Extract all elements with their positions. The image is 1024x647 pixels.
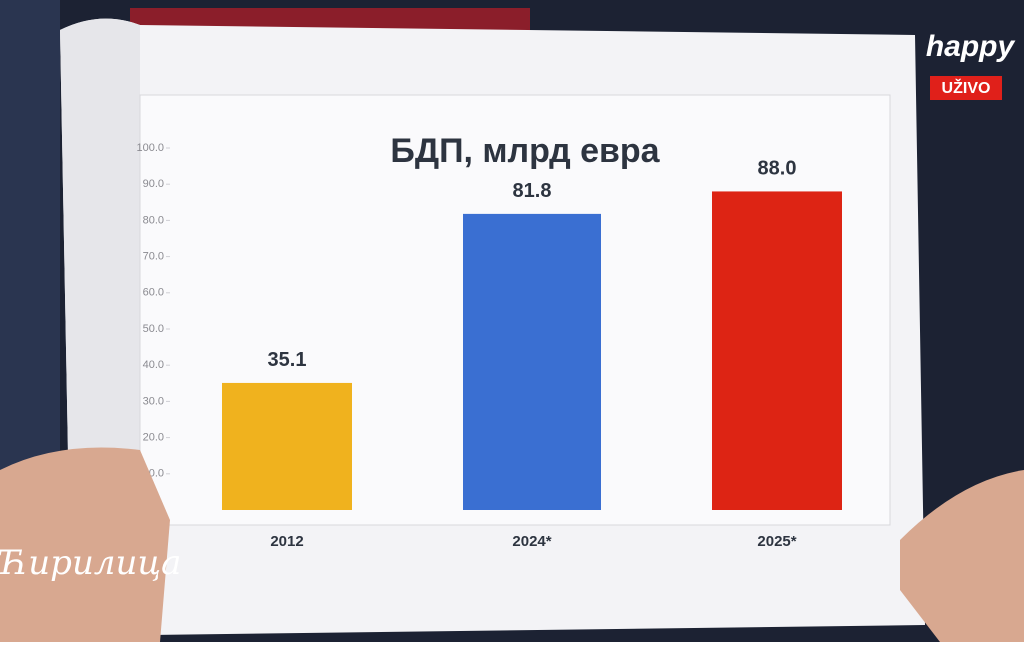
right-hand — [900, 470, 1024, 642]
value-label: 81.8 — [513, 180, 552, 202]
live-label: UŽIVO — [942, 78, 991, 97]
y-tick-label: 20.0 — [143, 432, 164, 444]
x-tick-label: 2025* — [757, 533, 796, 550]
x-tick-label: 2012 — [270, 533, 303, 550]
show-logo: Ћирилица — [0, 543, 181, 583]
bar — [222, 382, 352, 510]
value-label: 35.1 — [268, 349, 307, 371]
bar — [463, 213, 601, 510]
y-tick-label: 100.0 — [136, 142, 164, 154]
live-badge — [930, 76, 1002, 100]
value-label: 88.0 — [758, 158, 797, 180]
y-tick-label: 60.0 — [143, 287, 164, 299]
y-tick-label: 90.0 — [143, 178, 164, 190]
y-tick-label: 70.0 — [143, 251, 164, 263]
channel-logo: happy — [926, 30, 1016, 63]
y-tick-label: 40.0 — [143, 359, 164, 371]
x-tick-label: 2024* — [512, 533, 551, 550]
chart-title: БДП, млрд евра — [390, 132, 660, 170]
bar — [712, 191, 842, 510]
y-tick-label: 50.0 — [143, 323, 164, 335]
y-tick-label: 30.0 — [143, 395, 164, 407]
y-tick-label: 80.0 — [143, 214, 164, 226]
left-hand — [0, 447, 170, 642]
